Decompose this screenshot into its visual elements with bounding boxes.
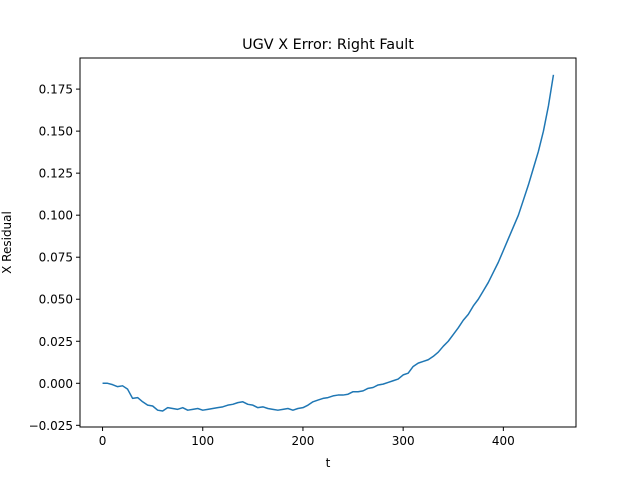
series-line xyxy=(102,74,555,412)
x-tick-label: 100 xyxy=(191,434,214,448)
x-axis-label: t xyxy=(326,456,331,470)
y-axis-label: X Residual xyxy=(0,211,14,274)
y-axis: −0.025 0.000 0.025 0.050 0.075 0.100 0.125 0.15… xyxy=(29,83,80,433)
y-tick-label: 0.150 xyxy=(39,125,73,139)
y-tick-label: 0.050 xyxy=(39,293,73,307)
x-tick-label: 400 xyxy=(492,434,515,448)
chart-title: UGV X Error: Right Fault xyxy=(242,37,414,53)
plot-frame xyxy=(79,57,577,428)
x-tick-label: 0 xyxy=(99,434,107,448)
y-tick-label: 0.025 xyxy=(39,335,73,349)
x-axis: 0 100 200 300 400 xyxy=(99,427,515,448)
y-tick-label: 0.075 xyxy=(39,251,73,265)
x-tick-label: 300 xyxy=(392,434,415,448)
y-tick-label: 0.125 xyxy=(39,167,73,181)
y-tick-label: 0.000 xyxy=(39,377,73,391)
plot-area xyxy=(102,74,555,412)
y-tick-label: 0.100 xyxy=(39,209,73,223)
y-tick-label: −0.025 xyxy=(29,419,73,433)
x-tick-label: 200 xyxy=(291,434,314,448)
y-tick-label: 0.175 xyxy=(39,83,73,97)
